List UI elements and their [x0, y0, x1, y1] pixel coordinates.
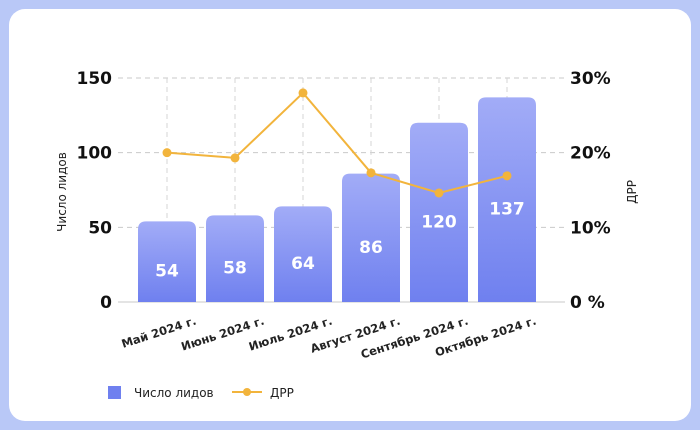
legend-swatch-marker	[243, 388, 251, 396]
bar-data-label: 137	[489, 200, 525, 220]
y-tick-label: 50	[88, 218, 112, 238]
bar	[206, 215, 264, 302]
y-tick-label: 100	[77, 144, 113, 164]
y2-axis-label: ДРР	[625, 180, 639, 204]
legend-swatch-bar	[108, 386, 121, 399]
bar	[342, 173, 400, 302]
y2-tick-label: 0 %	[570, 293, 605, 313]
drr-point	[434, 188, 444, 198]
y2-tick-label: 20%	[570, 144, 611, 164]
bar-data-label: 54	[155, 262, 179, 282]
bar	[138, 221, 196, 302]
drr-point	[230, 153, 240, 163]
bar	[410, 122, 468, 302]
bar	[274, 206, 332, 302]
drr-line	[166, 91, 508, 195]
bar	[478, 97, 536, 302]
y-axis-label: Число лидов	[55, 152, 69, 232]
legend-label-line: ДРР	[270, 386, 294, 400]
bar-data-label: 120	[421, 212, 457, 232]
y2-tick-label: 30%	[570, 69, 611, 89]
drr-point	[502, 171, 512, 181]
bar-data-label: 64	[291, 254, 315, 274]
drr-point	[162, 148, 172, 158]
y-tick-label: 150	[77, 69, 113, 89]
bar-data-label: 58	[223, 259, 247, 279]
y-tick-label: 0	[100, 293, 112, 313]
legend: Число лидов ДРР	[108, 386, 294, 400]
legend-label-bar: Число лидов	[134, 386, 214, 400]
drr-point	[366, 168, 376, 178]
drr-point	[298, 88, 308, 98]
bar-data-label: 86	[359, 238, 383, 258]
y2-tick-label: 10%	[570, 218, 611, 238]
